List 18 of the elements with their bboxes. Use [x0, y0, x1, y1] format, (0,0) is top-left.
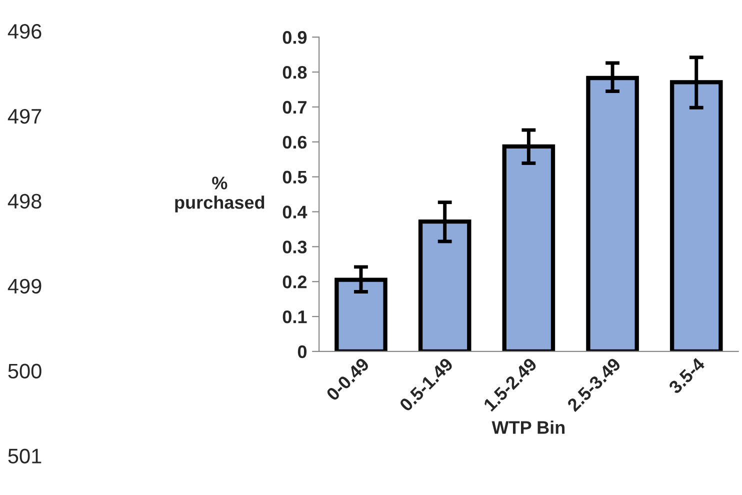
y-axis-title: % purchased [175, 176, 264, 212]
y-tick-label: 0 [298, 345, 307, 358]
y-tick-label: 0.6 [282, 136, 307, 149]
y-tick-label: 0.9 [282, 31, 307, 44]
x-axis-title: WTP Bin [492, 420, 565, 434]
text: 499 [8, 278, 42, 294]
text: 498 [8, 194, 42, 209]
y-tick-label: 0.1 [282, 310, 307, 324]
y-tick-label: 0.4 [282, 206, 308, 218]
y-tick-label: 0.7 [282, 100, 306, 114]
text: 496 [8, 24, 42, 39]
y-tick-label: 0.5 [282, 170, 307, 184]
text: 501 [8, 448, 42, 464]
text: 497 [8, 108, 42, 124]
text: 500 [8, 364, 42, 379]
y-tick-label: 0.8 [282, 66, 307, 79]
y-tick-label: 0.2 [282, 276, 307, 288]
y-tick-label: 0.3 [282, 240, 307, 254]
